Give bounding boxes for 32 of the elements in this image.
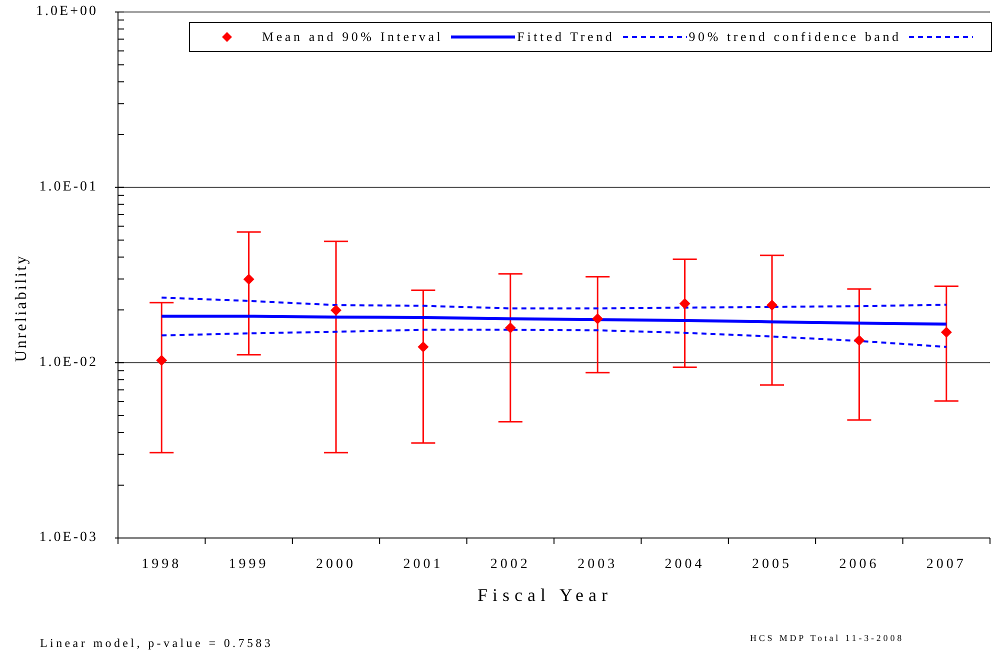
legend-label: Fitted Trend: [517, 29, 615, 45]
text: HCS MDP Total 11-3-2008: [750, 633, 904, 643]
y-tick-label: 1.0E-01: [39, 180, 98, 195]
line-series: [160, 314, 948, 326]
x-tick-label: 2004: [664, 557, 705, 572]
point: [592, 313, 604, 324]
y-tick-label: 1.0E+00: [36, 4, 98, 20]
x-tick-label: 2000: [316, 557, 356, 572]
x-tick-label: 2003: [578, 557, 618, 572]
point: [156, 354, 168, 366]
x-tick-label: 2006: [839, 557, 880, 572]
text: Linear model, p-value = 0.7583: [40, 636, 274, 651]
x-tick-label: 2002: [490, 557, 530, 572]
y-axis-title: Unreliability: [13, 254, 31, 362]
point: [504, 322, 516, 334]
x-tick-label: 2001: [403, 557, 444, 572]
point: [940, 326, 952, 338]
legend-label: 90% trend confidence band: [688, 29, 902, 45]
point: [243, 274, 254, 285]
x-tick-label: 2007: [926, 557, 966, 572]
x-tick-label: 1998: [142, 557, 182, 572]
x-tick-label: 1999: [228, 557, 269, 572]
point: [330, 304, 342, 316]
point: [854, 334, 865, 346]
point: [418, 341, 429, 352]
y-tick-label: 1.0E-02: [39, 354, 98, 370]
x-tick-label: 2005: [752, 557, 792, 572]
point: [766, 300, 778, 311]
point: [679, 298, 690, 310]
x-axis-title: Fiscal Year: [476, 585, 614, 606]
y-tick-label: 1.0E-03: [39, 530, 98, 546]
legend-label: Mean and 90% Interval: [262, 29, 444, 45]
